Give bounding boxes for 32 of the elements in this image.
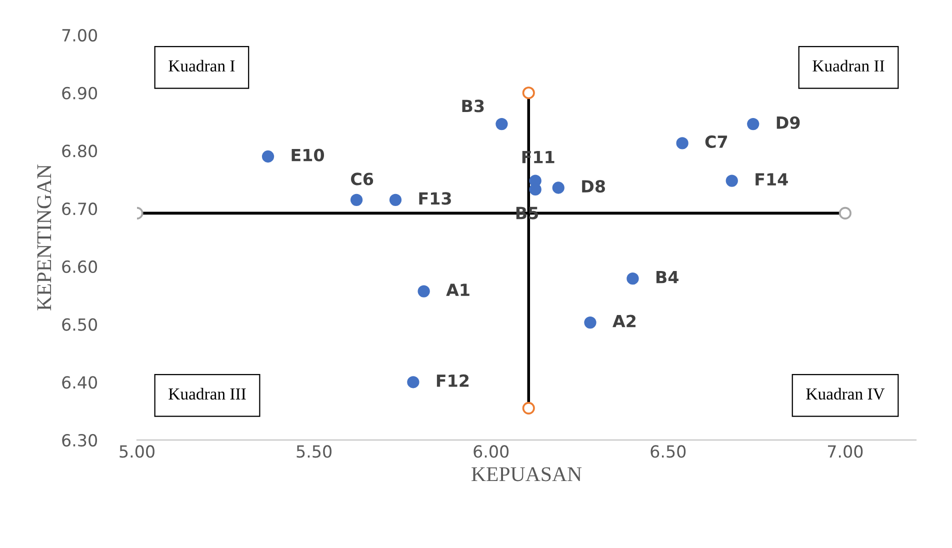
y-tick-label: 6.30	[62, 434, 98, 447]
data-label: D8	[582, 180, 605, 193]
data-label: E10	[292, 148, 324, 162]
y-tick-label: 7.00	[62, 28, 98, 42]
data-label: F12	[436, 374, 469, 387]
x-tick-label: 7.00	[828, 445, 863, 458]
y-tick-label: 6.60	[62, 260, 98, 273]
annotation: Kuadran II	[812, 60, 884, 72]
y-tick-label: 6.70	[62, 202, 98, 216]
annotation: Kuadran I	[168, 60, 235, 72]
x-tick-label: 5.00	[120, 445, 154, 458]
x-axis-title: KEPUASAN	[472, 467, 582, 482]
data-label: A2	[612, 314, 636, 328]
data-label: F13	[419, 192, 451, 205]
data-label: B5	[516, 206, 538, 220]
data-label: F14	[756, 173, 788, 186]
y-tick-label: 6.80	[62, 144, 98, 158]
data-label: D9	[776, 116, 800, 129]
y-tick-label: 6.40	[62, 376, 98, 389]
x-tick-label: 6.50	[650, 445, 686, 458]
x-tick-label: 5.50	[296, 445, 332, 458]
x-tick-label: 6.00	[474, 445, 509, 458]
data-label: B4	[656, 271, 678, 284]
data-label: B3	[462, 100, 484, 112]
annotation: Kuadran IV	[806, 388, 885, 400]
data-label: C7	[705, 135, 728, 148]
y-tick-label: 6.50	[62, 318, 98, 331]
y-axis-title: KEPENTINGAN	[37, 164, 52, 310]
y-tick-label: 6.90	[62, 86, 98, 100]
data-label: C6	[351, 172, 374, 186]
annotation: Kuadran III	[168, 388, 246, 400]
data-label: A1	[446, 284, 470, 296]
